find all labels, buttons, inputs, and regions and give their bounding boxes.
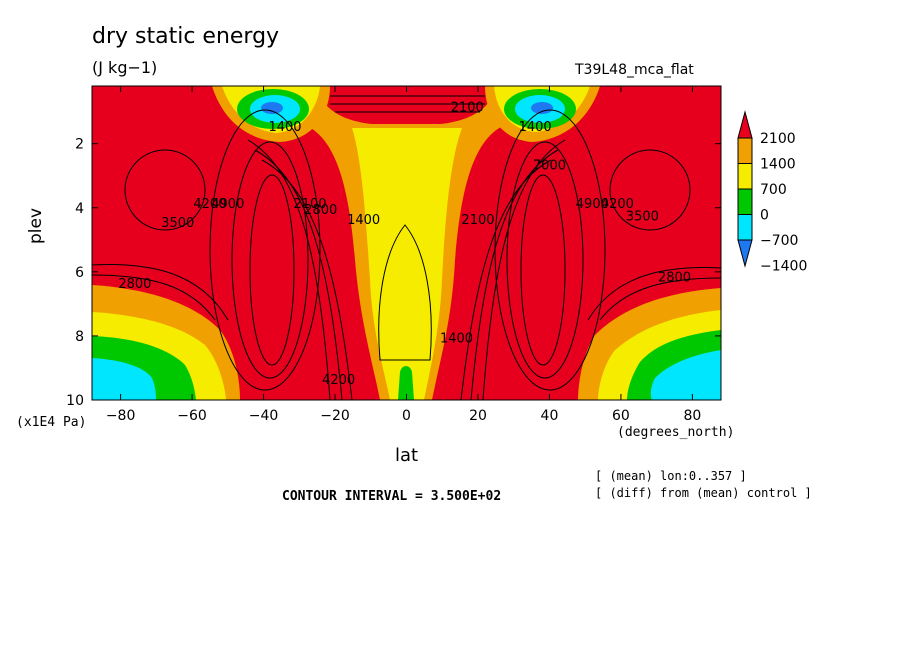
colorbar: 2100 1400 700 0 −700 −1400 [737,110,807,275]
contour-left-cell-mid [231,141,309,379]
contour-value-label: 3500 [626,210,659,225]
anomaly-right-blue [531,102,553,114]
contour-left-steep-1 [247,139,331,400]
y-tick-label: 8 [75,329,84,345]
chart-title: dry static energy [92,24,280,49]
contour-value-label: 3500 [161,216,194,231]
colorbar-top-arrow [737,110,753,139]
contour-right-cell-inner [520,174,566,366]
x-tick-label: 20 [469,408,487,424]
contour-right-steep-2 [470,149,559,400]
contour-value-label: 1400 [347,213,380,228]
contour-value-label: 4200 [601,197,634,212]
contour-value-label: 7000 [533,158,566,173]
anomaly-left-blue [261,102,283,114]
y-axis-label: plev [26,207,46,244]
colorbar-swatch [737,137,753,164]
contour-left-polar-2 [92,264,229,321]
x-axis-unit: (degrees_north) [617,425,735,440]
contour-value-label: 1400 [519,120,552,135]
contour-right-polar-2 [587,267,721,321]
contour-equator-inner [378,224,432,361]
colorbar-swatch [737,214,753,241]
contour-left-steep-3 [261,159,353,400]
contour-lines [92,95,721,400]
x-tick-label: 60 [612,408,630,424]
note-mean: [ (mean) lon:0..357 ] [595,469,747,483]
colorbar-label: −1400 [760,259,807,275]
y-tick-label: 2 [75,137,84,153]
x-tick-label: 40 [541,408,559,424]
colorbar-label: 1400 [760,157,796,173]
contour-value-label: 4900 [211,197,244,212]
note-diff: [ (diff) from (mean) control ] [595,486,812,500]
contour-interval: CONTOUR INTERVAL = 3.500E+02 [282,489,502,504]
contour-value-label: 4200 [193,197,226,212]
contour-right-cell-mid [506,141,584,379]
colorbar-swatch [737,163,753,190]
contour-left-polar-1 [92,274,216,321]
chart-units: (J kg−1) [92,58,158,77]
contour-value-label: 2800 [304,203,337,218]
contour-left-cell-inner [249,174,295,366]
contour-right-polar-cell [609,149,691,231]
x-axis-label: lat [395,445,419,466]
contour-value-label: 4200 [322,373,355,388]
column-green [398,366,414,400]
y-tick-label: 4 [75,201,84,217]
contour-value-label: 2800 [658,270,691,285]
y-tick-label: 10 [66,393,84,409]
column-yellow [352,128,462,400]
colorbar-label: −700 [760,233,798,249]
contour-value-label: 2800 [118,277,151,292]
run-name: T39L48_mca_flat [575,62,694,78]
x-axis-ticks: −80 −60 −40 −20 0 20 40 60 80 [106,86,701,424]
contour-value-label: 1400 [440,331,473,346]
colorbar-bottom-arrow [737,239,753,268]
contour-left-polar-cell [124,149,206,231]
contour-value-label: 4900 [576,197,609,212]
filled-contours [92,86,721,400]
contour-right-polar-1 [599,277,721,321]
x-tick-label: 80 [683,408,701,424]
y-axis-ticks: 2 4 6 8 10 [66,137,721,409]
contour-value-label: 1400 [268,120,301,135]
contour-value-label: 2100 [461,213,494,228]
contour-left-cell-outer [209,109,321,391]
contour-right-steep-3 [460,159,552,400]
contour-left-steep-2 [254,149,343,400]
colorbar-swatch [737,188,753,215]
colorbar-label: 2100 [760,131,796,147]
contour-right-steep-1 [482,139,566,400]
y-tick-label: 6 [75,265,84,281]
x-tick-label: −80 [106,408,136,424]
x-tick-label: −20 [320,408,350,424]
colorbar-label: 0 [760,208,769,224]
x-tick-label: −40 [249,408,279,424]
y-axis-unit: (x1E4 Pa) [16,415,87,430]
contour-value-label: 2100 [293,197,326,212]
colorbar-label: 700 [760,182,787,198]
x-tick-label: −60 [177,408,207,424]
x-tick-label: 0 [402,408,411,424]
contour-value-label: 2100 [451,101,484,116]
band-right-cyan [650,350,721,400]
band-left-cyan [92,358,156,400]
